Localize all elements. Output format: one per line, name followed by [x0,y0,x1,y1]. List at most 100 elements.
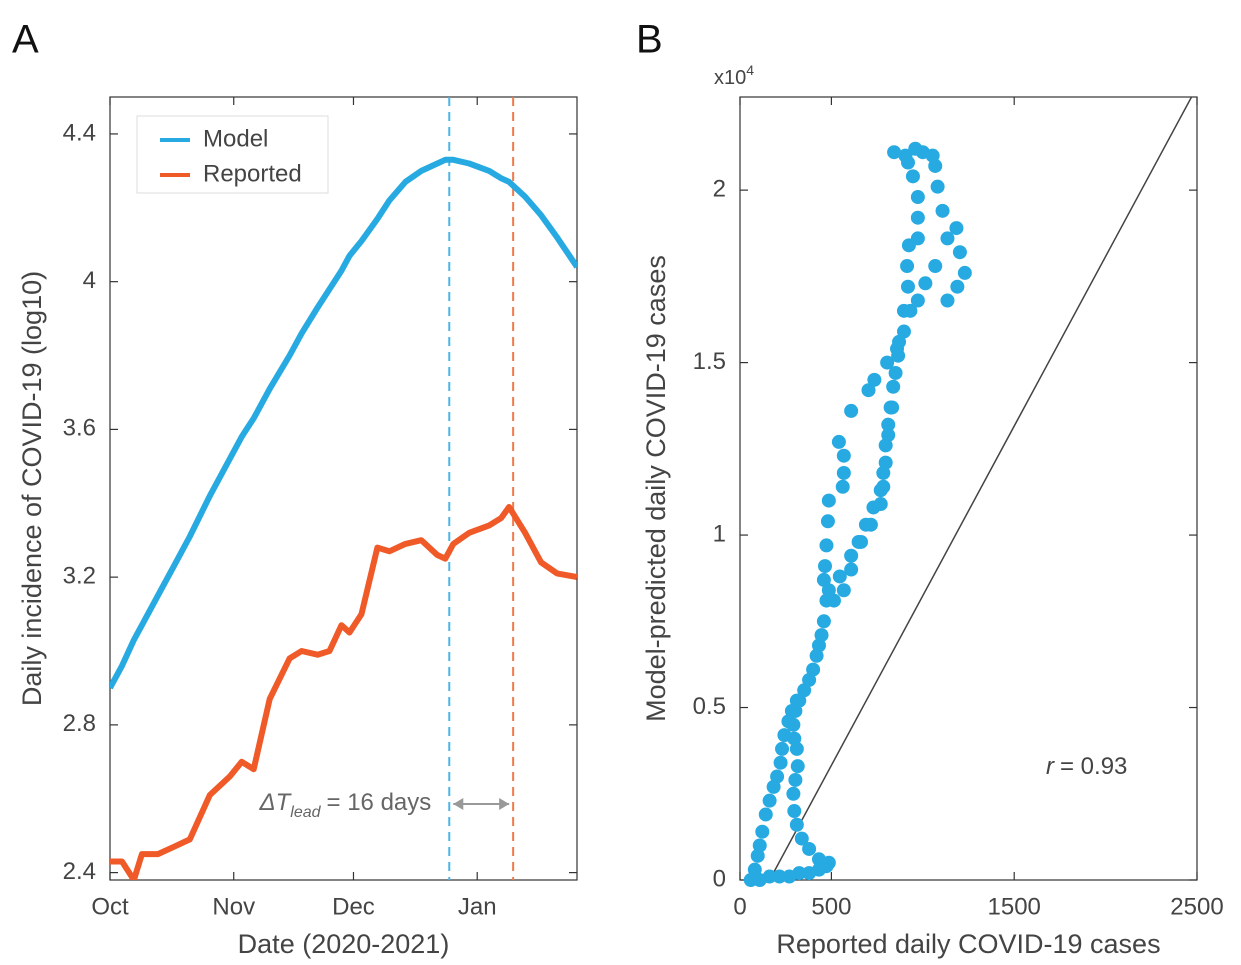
scatter-point [762,869,777,884]
x-axis-label: Reported daily COVID-19 cases [776,929,1160,959]
scatter-point [905,169,920,184]
scatter-point [935,203,950,218]
axes-frame [109,96,578,881]
scatter-point [750,848,765,863]
scatter-point [747,862,762,877]
scatter-point [900,279,915,294]
lead-annotation: ΔTlead = 16 days [259,789,432,821]
scatter-point [806,662,821,677]
scatter-point [910,293,925,308]
series-line [110,504,577,880]
scatter-point [940,231,955,246]
scatter-point [908,141,923,156]
scatter-point [789,817,804,832]
multiplier-exponent: 4 [746,62,754,78]
scatter-point [888,365,903,380]
panel-label: B [636,18,663,62]
scatter-point [777,728,792,743]
scatter-point [880,355,895,370]
scatter-point [758,807,773,822]
suffix: = 16 days [327,789,432,816]
reference-line [768,97,1193,880]
scatter-point [819,538,834,553]
scatter-point [752,838,767,853]
scatter-point [886,379,901,394]
scatter-point [786,786,801,801]
scatter-point [873,497,888,512]
scatter-point [950,279,965,294]
scatter-point [854,534,869,549]
axes-frame [739,96,1198,881]
subscript: lead [290,804,321,821]
delta-t: ΔT [259,789,293,816]
scatter-point [755,824,770,839]
x-axis-label: Date (2020-2021) [238,929,450,959]
scatter-point [940,293,955,308]
scatter-point [881,428,896,443]
legend-label: Reported [203,160,302,187]
x-tick-label: Jan [458,893,497,920]
x-tick-label: 0 [733,893,746,920]
scatter-point [928,259,943,274]
scatter-point [887,145,902,160]
series-line [110,156,577,690]
x-tick-label: 500 [811,893,851,920]
scatter-point [832,569,847,584]
y-tick-label: 2.4 [63,858,96,885]
scatter-point [794,831,809,846]
y-tick-label: 2 [713,175,726,202]
y-tick-label: 1 [713,520,726,547]
scatter-point [876,479,891,494]
y-tick-label: 2.8 [63,710,96,737]
scatter-point [957,265,972,280]
scatter-point [835,479,850,494]
r-value: = 0.93 [1060,753,1127,780]
scatter-point [890,341,905,356]
scatter-point [821,493,836,508]
scatter-point [836,465,851,480]
scatter-point [844,562,859,577]
scatter-point [952,245,967,260]
r-symbol: r [1046,753,1055,780]
y-tick-label: 3.2 [63,562,96,589]
y-multiplier: x104 [714,62,754,90]
scatter-point [775,741,790,756]
scatter-point [861,383,876,398]
scatter-point [820,514,835,529]
scatter-point [787,804,802,819]
scatter-point [772,869,787,884]
scatter-point [844,403,859,418]
scatter-point [836,583,851,598]
scatter-point [826,593,841,608]
scatter-point [762,793,777,808]
y-tick-label: 0.5 [693,693,726,720]
scatter-point [901,238,916,253]
x-tick-label: 1500 [988,893,1041,920]
scatter-point [896,303,911,318]
x-tick-label: Dec [332,893,375,920]
scatter-point [831,434,846,449]
y-tick-label: 3.6 [63,415,96,442]
legend-box [136,115,329,194]
arrow-head-right [499,798,510,810]
scatter-point [836,448,851,463]
scatter-point [818,559,833,574]
scatter-point [773,755,788,770]
scatter-point [910,210,925,225]
y-tick-label: 0 [713,865,726,892]
y-axis-label: Daily incidence of COVID-19 (log10) [17,271,47,706]
scatter-point [885,400,900,415]
y-tick-label: 4 [83,267,96,294]
scatter-point [949,221,964,236]
scatter-point [881,417,896,432]
arrow-head-left [453,798,464,810]
scatter-point [918,276,933,291]
panel-label: A [12,18,39,62]
x-tick-label: Nov [212,893,255,920]
y-tick-label: 4.4 [63,119,96,146]
scatter-point [930,179,945,194]
scatter-point [878,455,893,470]
scatter-point [867,372,882,387]
scatter-point [816,572,831,587]
